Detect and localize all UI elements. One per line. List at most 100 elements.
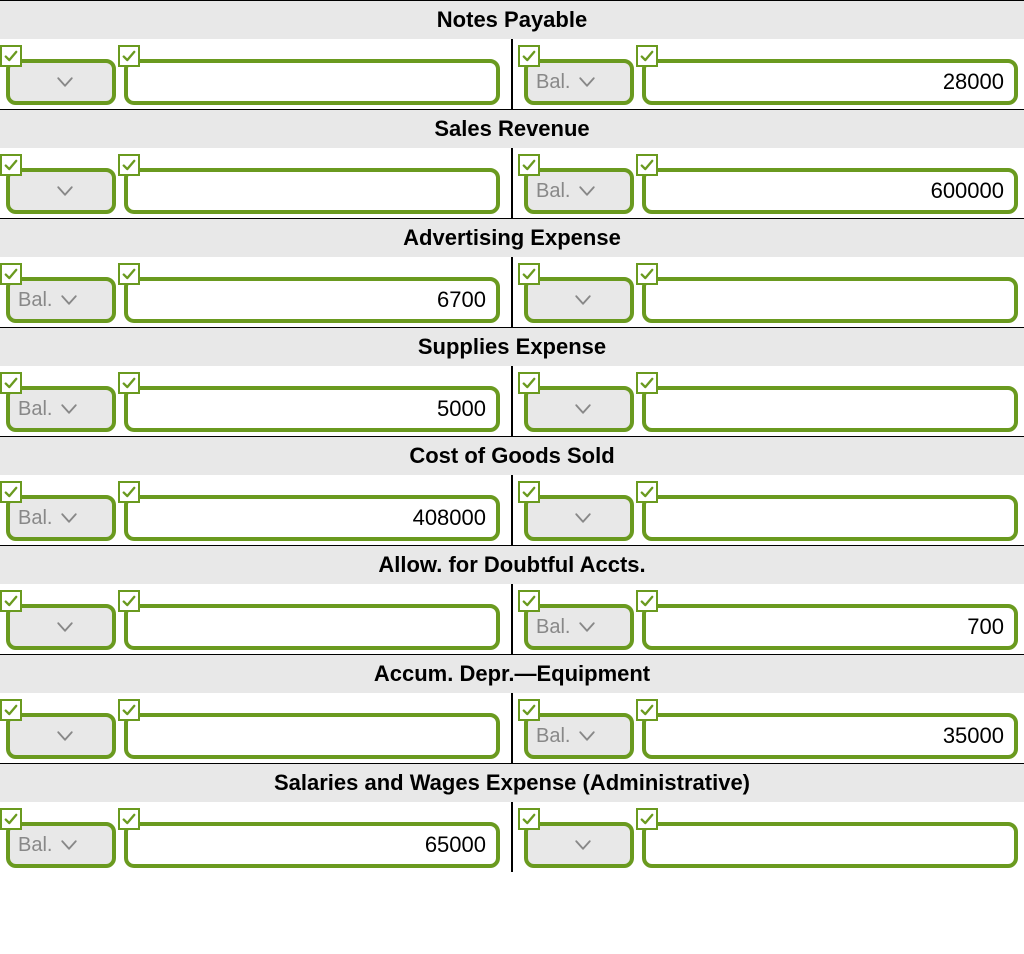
t-account-worksheet: Notes PayableBal.28000Sales RevenueBal.6…	[0, 0, 1024, 872]
balance-select-label: Bal.	[536, 71, 570, 94]
account-title: Allow. for Doubtful Accts.	[0, 545, 1024, 584]
correct-check-icon	[118, 372, 140, 394]
chevron-down-icon	[60, 839, 78, 851]
correct-check-icon	[0, 372, 22, 394]
balance-select[interactable]	[524, 822, 634, 868]
amount-input[interactable]: 600000	[642, 168, 1018, 214]
amount-input[interactable]	[642, 822, 1018, 868]
correct-check-icon	[518, 590, 540, 612]
balance-select-label: Bal.	[18, 398, 52, 421]
balance-select[interactable]	[6, 604, 116, 650]
chevron-down-icon	[574, 403, 592, 415]
balance-select[interactable]: Bal.	[524, 168, 634, 214]
correct-check-icon	[118, 45, 140, 67]
t-account-row: Bal. 65000	[0, 802, 1024, 872]
balance-select[interactable]: Bal.	[524, 713, 634, 759]
balance-select[interactable]	[524, 495, 634, 541]
balance-select[interactable]	[524, 386, 634, 432]
left-side: Bal. 5000	[0, 386, 512, 432]
correct-check-icon	[118, 154, 140, 176]
left-side	[0, 168, 512, 214]
balance-select-label: Bal.	[536, 180, 570, 203]
balance-select[interactable]: Bal.	[6, 495, 116, 541]
chevron-down-icon	[578, 621, 596, 633]
chevron-down-icon	[60, 403, 78, 415]
balance-select[interactable]: Bal.	[6, 277, 116, 323]
correct-check-icon	[0, 699, 22, 721]
t-account-row: Bal. 700	[0, 584, 1024, 654]
balance-select[interactable]	[6, 59, 116, 105]
correct-check-icon	[636, 263, 658, 285]
amount-input[interactable]: 35000	[642, 713, 1018, 759]
amount-input[interactable]: 408000	[124, 495, 500, 541]
correct-check-icon	[118, 699, 140, 721]
correct-check-icon	[118, 263, 140, 285]
account-title: Cost of Goods Sold	[0, 436, 1024, 475]
account-title: Notes Payable	[0, 0, 1024, 39]
amount-input[interactable]	[642, 495, 1018, 541]
amount-input[interactable]: 6700	[124, 277, 500, 323]
correct-check-icon	[636, 808, 658, 830]
right-side: Bal. 600000	[512, 168, 1024, 214]
t-account-row: Bal.35000	[0, 693, 1024, 763]
amount-input[interactable]	[124, 604, 500, 650]
right-side	[512, 277, 1024, 323]
amount-input[interactable]: 65000	[124, 822, 500, 868]
chevron-down-icon	[56, 730, 74, 742]
balance-select[interactable]: Bal.	[524, 59, 634, 105]
left-side: Bal.408000	[0, 495, 512, 541]
correct-check-icon	[118, 590, 140, 612]
chevron-down-icon	[574, 512, 592, 524]
right-side: Bal. 28000	[512, 59, 1024, 105]
correct-check-icon	[636, 372, 658, 394]
chevron-down-icon	[574, 839, 592, 851]
balance-select[interactable]: Bal.	[524, 604, 634, 650]
amount-input[interactable]	[124, 59, 500, 105]
chevron-down-icon	[578, 185, 596, 197]
amount-input[interactable]	[124, 713, 500, 759]
balance-select-label: Bal.	[18, 834, 52, 857]
correct-check-icon	[518, 699, 540, 721]
amount-input[interactable]: 28000	[642, 59, 1018, 105]
balance-select[interactable]: Bal.	[6, 386, 116, 432]
left-side	[0, 59, 512, 105]
balance-select-label: Bal.	[18, 289, 52, 312]
correct-check-icon	[118, 481, 140, 503]
amount-input[interactable]: 700	[642, 604, 1018, 650]
amount-input[interactable]: 5000	[124, 386, 500, 432]
t-account-row: Bal. 5000	[0, 366, 1024, 436]
right-side	[512, 495, 1024, 541]
balance-select[interactable]	[6, 168, 116, 214]
chevron-down-icon	[60, 294, 78, 306]
left-side: Bal. 6700	[0, 277, 512, 323]
correct-check-icon	[0, 481, 22, 503]
chevron-down-icon	[574, 294, 592, 306]
correct-check-icon	[0, 154, 22, 176]
left-side: Bal. 65000	[0, 822, 512, 868]
correct-check-icon	[0, 590, 22, 612]
account-title: Advertising Expense	[0, 218, 1024, 257]
chevron-down-icon	[60, 512, 78, 524]
correct-check-icon	[636, 699, 658, 721]
correct-check-icon	[518, 372, 540, 394]
balance-select[interactable]: Bal.	[6, 822, 116, 868]
correct-check-icon	[518, 481, 540, 503]
t-account-row: Bal. 28000	[0, 39, 1024, 109]
correct-check-icon	[0, 808, 22, 830]
chevron-down-icon	[56, 621, 74, 633]
right-side: Bal.35000	[512, 713, 1024, 759]
correct-check-icon	[636, 590, 658, 612]
balance-select[interactable]	[524, 277, 634, 323]
balance-select-label: Bal.	[536, 616, 570, 639]
right-side	[512, 822, 1024, 868]
balance-select[interactable]	[6, 713, 116, 759]
t-account-row: Bal. 600000	[0, 148, 1024, 218]
amount-input[interactable]	[124, 168, 500, 214]
t-account-row: Bal. 6700	[0, 257, 1024, 327]
account-title: Salaries and Wages Expense (Administrati…	[0, 763, 1024, 802]
left-side	[0, 713, 512, 759]
account-title: Supplies Expense	[0, 327, 1024, 366]
amount-input[interactable]	[642, 277, 1018, 323]
correct-check-icon	[518, 808, 540, 830]
amount-input[interactable]	[642, 386, 1018, 432]
